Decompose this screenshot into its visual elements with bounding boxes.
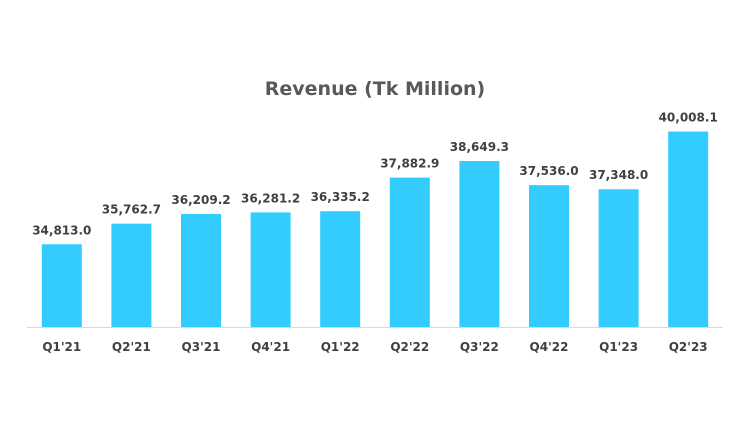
- bar-9: [668, 131, 709, 327]
- data-label-2: 36,209.2: [171, 193, 230, 207]
- data-label-3: 36,281.2: [241, 191, 300, 205]
- data-label-1: 35,762.7: [102, 203, 161, 217]
- data-label-5: 37,882.9: [380, 157, 439, 171]
- bar-0: [41, 244, 82, 327]
- bar-2: [181, 213, 221, 327]
- data-label-8: 37,348.0: [589, 168, 648, 182]
- bar-6: [459, 161, 500, 327]
- x-tick-label-9: Q2'23: [669, 340, 708, 354]
- x-tick-label-5: Q2'22: [390, 340, 429, 354]
- bar-5: [389, 177, 430, 327]
- x-tick-label-1: Q2'21: [112, 340, 151, 354]
- x-tick-label-8: Q1'23: [599, 340, 638, 354]
- data-labels-group: 34,813.0 35,762.7 36,209.2 36,281.2 36,335.2…: [32, 111, 718, 238]
- bar-1: [111, 223, 152, 327]
- bar-3: [250, 212, 291, 327]
- x-tick-labels-group: Q1'21 Q2'21 Q3'21 Q4'21 Q1'22 Q2'22 Q3'22 Q4'22…: [42, 340, 707, 354]
- data-label-4: 36,335.2: [311, 190, 370, 204]
- x-tick-label-7: Q4'22: [530, 340, 569, 354]
- x-tick-label-3: Q4'21: [251, 340, 290, 354]
- bar-4: [320, 211, 361, 327]
- data-label-0: 34,813.0: [32, 223, 91, 237]
- data-label-6: 38,649.3: [450, 140, 509, 154]
- x-tick-label-6: Q3'22: [460, 340, 499, 354]
- data-label-7: 37,536.0: [519, 164, 578, 178]
- x-tick-label-2: Q3'21: [182, 340, 221, 354]
- x-tick-label-4: Q1'22: [321, 340, 360, 354]
- bars-group: [41, 131, 709, 327]
- bar-8: [598, 189, 639, 327]
- data-label-9: 40,008.1: [659, 111, 718, 125]
- chart-title: Revenue (Tk Million): [264, 78, 486, 100]
- x-tick-label-0: Q1'21: [42, 340, 81, 354]
- bar-7: [529, 185, 569, 327]
